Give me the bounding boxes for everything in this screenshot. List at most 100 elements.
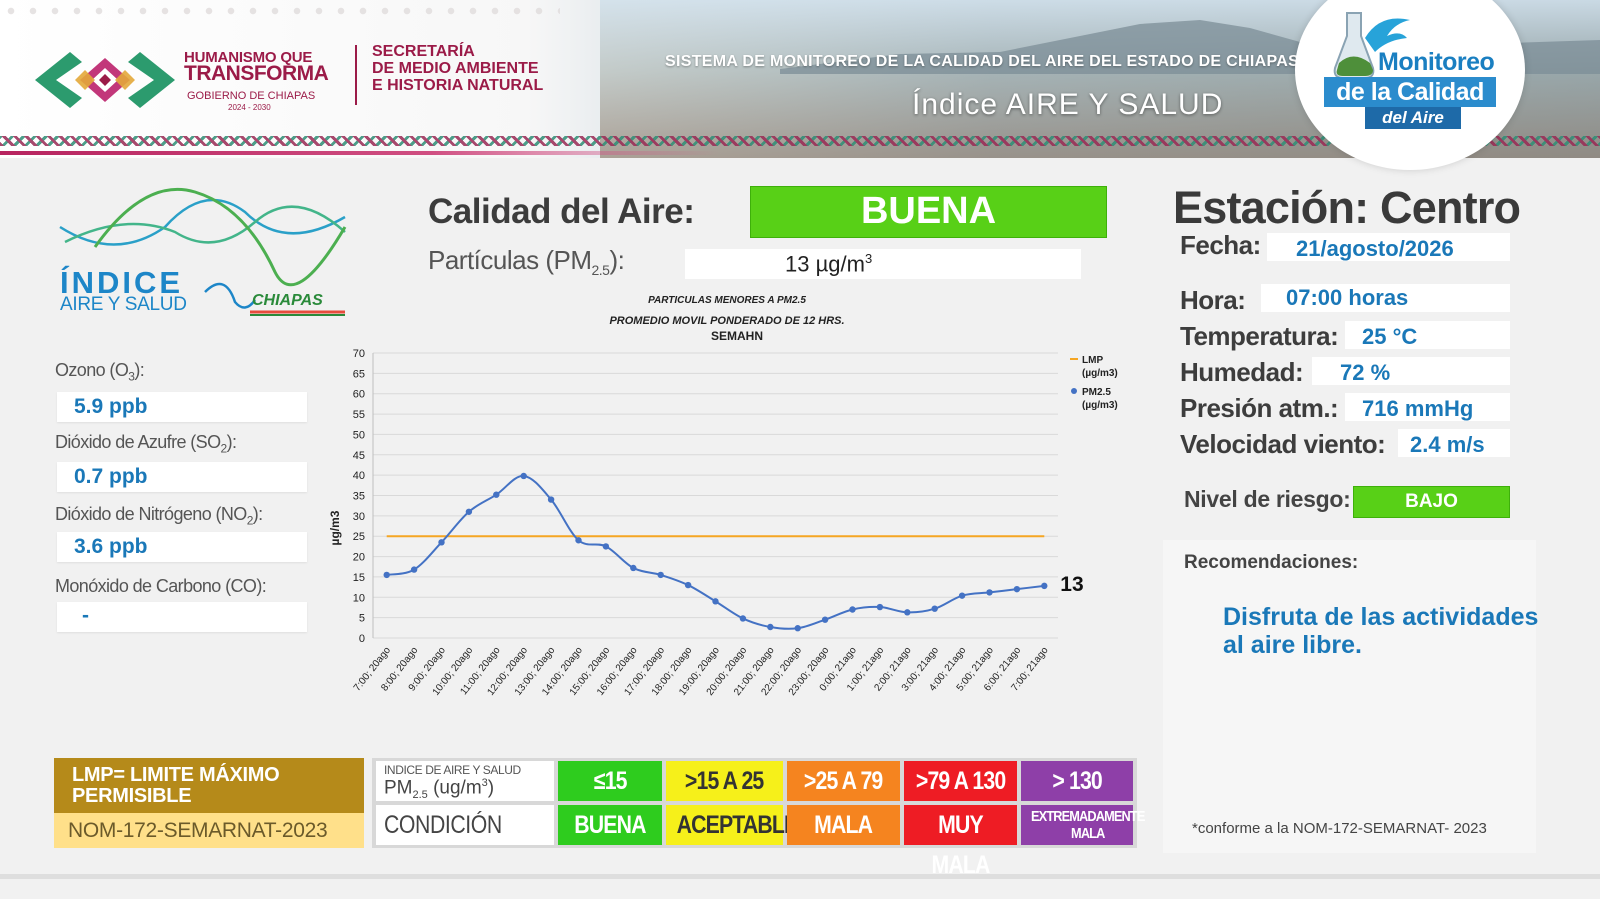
series-pm25-point: [520, 472, 527, 480]
legend-condition-3: MUY MALA: [904, 805, 1017, 879]
series-pm25-point: [712, 598, 719, 605]
y-tick-label: 50: [353, 429, 365, 441]
chart-title-line1: PARTICULAS MENORES A PM2.5: [648, 295, 806, 306]
chart-series: [383, 472, 1048, 632]
secretaria-name: SECRETARÍA DE MEDIO AMBIENTE E HISTORIA …: [372, 43, 543, 94]
series-pm25-point: [931, 605, 938, 612]
particles-label: Partículas (PM2.5):: [428, 245, 625, 279]
y-tick-label: 65: [353, 368, 365, 380]
y-tick-label: 25: [353, 531, 365, 543]
header-dots: [0, 4, 560, 18]
badge-title-line3: del Aire: [1365, 107, 1461, 129]
series-pm25-point: [876, 603, 884, 611]
series-pm25-point: [821, 616, 829, 623]
co-label: Monóxido de Carbono (CO):: [55, 576, 267, 596]
series-pm25-point: [602, 543, 610, 550]
air-quality-label: Calidad del Aire:: [428, 192, 695, 231]
y-tick-label: 20: [353, 552, 365, 564]
station-title: Estación: Centro: [1173, 182, 1521, 233]
temperature-box: [1345, 321, 1510, 349]
secretaria-line2: DE MEDIO AMBIENTE: [372, 60, 539, 77]
date-label: Fecha:: [1180, 230, 1261, 260]
index-logo-word: ÍNDICE: [60, 265, 184, 300]
co-value-box: [57, 602, 307, 632]
y-tick-label: 55: [353, 409, 365, 421]
index-header-text: INDICE DE AIRE Y SALUD: [384, 763, 521, 777]
ozone-value-box: [57, 392, 307, 422]
y-tick-label: 45: [353, 450, 365, 462]
pressure-box: [1345, 393, 1510, 421]
ozone-label: Ozono (O3):: [55, 360, 145, 384]
chart-legend: LMP (µg/m3) PM2.5 (µg/m3): [1070, 355, 1118, 411]
air-quality-status-box: [750, 186, 1107, 238]
co-value: -: [82, 604, 89, 627]
recommendations-panel: [1163, 540, 1536, 853]
y-tick-label: 5: [359, 613, 365, 625]
series-pm25-point: [438, 539, 445, 546]
chart-title-line3: SEMAHN: [711, 329, 763, 343]
legend-pm25-name: PM2.5: [1082, 387, 1111, 398]
ozone-value: 5.9 ppb: [74, 395, 148, 418]
badge-title-line2: de la Calidad: [1324, 77, 1496, 107]
legend-range-4: > 130: [1021, 761, 1133, 801]
index-logo-sub: AIRE Y SALUD: [60, 294, 187, 315]
so2-value-box: [57, 462, 307, 492]
government-logo-icon: [35, 52, 175, 108]
series-pm25-point: [465, 508, 473, 515]
humidity-label: Humedad:: [1180, 357, 1304, 387]
system-title: SISTEMA DE MONITOREO DE LA CALIDAD DEL A…: [665, 53, 1300, 70]
date-value: 21/agosto/2026: [1296, 236, 1454, 261]
secretaria-line1: SECRETARÍA: [372, 43, 475, 60]
legend-condition-1: ACEPTABLE: [666, 805, 798, 845]
risk-box: [1353, 486, 1510, 518]
gov-motto-line1: HUMANISMO QUE: [184, 49, 313, 66]
no2-value-box: [57, 532, 307, 562]
series-pm25-point: [849, 606, 856, 613]
legend-pm25-unit: (µg/m3): [1082, 400, 1118, 411]
index-title: Índice AIRE Y SALUD: [912, 88, 1224, 121]
legend-range-1: >15 A 25: [666, 761, 783, 801]
y-tick-label: 15: [353, 572, 365, 584]
risk-value: BAJO: [1405, 491, 1458, 512]
series-pm25-point: [1041, 582, 1048, 590]
series-pm25-point: [547, 496, 555, 503]
legend-condition-4: EXTREMADAMENTE MALA: [1021, 805, 1145, 845]
norm-footnote: *conforme a la NOM-172-SEMARNAT- 2023: [1192, 820, 1487, 837]
series-pm25-point: [1013, 585, 1021, 593]
wind-box: [1398, 429, 1510, 457]
flask-icon: [1333, 12, 1410, 79]
lmp-text: LMP= LIMITE MÁXIMO PERMISIBLE: [72, 764, 280, 807]
time-label: Hora:: [1180, 285, 1246, 315]
legend-lmp-unit: (µg/m3): [1082, 368, 1118, 379]
humidity-value: 72 %: [1340, 360, 1391, 385]
norm-box: [54, 813, 364, 848]
y-tick-label: 70: [353, 348, 365, 360]
series-pm25-point: [767, 623, 774, 631]
particles-value-box: [685, 249, 1081, 279]
legend-range-2: >25 A 79: [787, 761, 900, 801]
temperature-value: 25 °C: [1362, 324, 1418, 349]
legend-range-3: >79 A 130: [904, 761, 1017, 801]
legend-lmp-name: LMP: [1082, 355, 1103, 366]
so2-value: 0.7 ppb: [74, 465, 148, 488]
legend-condition-0: BUENA: [558, 805, 662, 845]
index-logo-waves-icon: [59, 187, 347, 316]
legend-pm25-swatch: [1071, 388, 1077, 394]
series-pm25-point: [794, 625, 801, 632]
wind-label: Velocidad viento:: [1180, 429, 1386, 459]
header-pattern: [0, 136, 1600, 146]
pm25-chart: PARTICULAS MENORES A PM2.5 PROMEDIO MOVI…: [328, 295, 1118, 698]
series-pm25-point: [986, 589, 993, 596]
y-tick-label: 40: [353, 470, 365, 482]
temperature-label: Temperatura:: [1180, 321, 1339, 351]
condition-header-text: CONDICIÓN: [384, 811, 502, 839]
y-tick-label: 60: [353, 389, 365, 401]
humidity-box: [1312, 357, 1510, 385]
legend-condition-2: MALA: [787, 805, 900, 845]
chart-grid: [372, 352, 1058, 639]
chart-y-ticks: 0 5 10 15 20 25 30 35 40 45 50 55 60 65 70: [353, 348, 365, 645]
norm-text: NOM-172-SEMARNAT-2023: [68, 819, 328, 842]
wind-value: 2.4 m/s: [1410, 432, 1485, 457]
time-box: [1261, 284, 1510, 312]
